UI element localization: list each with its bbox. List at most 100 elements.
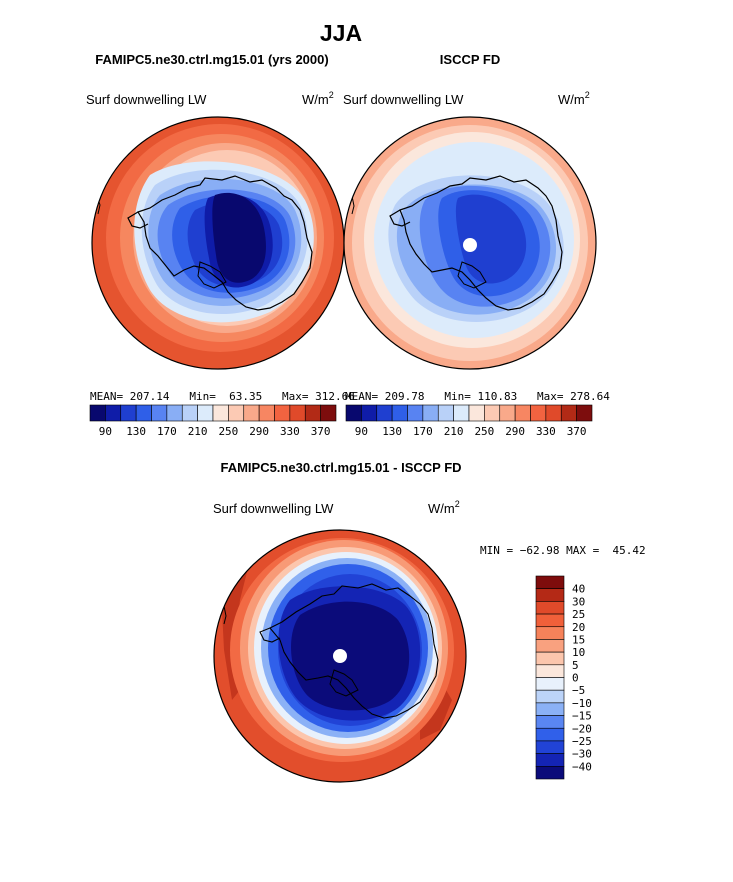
panel-2-colorbar-swatch — [361, 404, 378, 422]
map-2-south-america-coastline — [351, 195, 355, 215]
diff-colorbar-swatch — [535, 664, 565, 678]
diff-colorbar-swatch — [535, 727, 565, 742]
panel-1-variable-label: Surf downwelling LW — [86, 92, 207, 107]
diff-colorbar-tick-label: 10 — [572, 646, 585, 659]
panel-1-colorbar: 90 130 170 210 250 290 330 370 — [89, 404, 337, 438]
map-2-antarctica-coastline — [399, 175, 563, 311]
panel-1-colorbar-swatch — [243, 404, 260, 422]
panel-1-units-base: W/m — [302, 92, 329, 107]
panel-1-colorbar-swatch — [304, 404, 321, 422]
panel-1-colorbar-swatch — [135, 404, 152, 422]
map-1-band — [212, 192, 266, 283]
panel-2-colorbar-tick-label: 90 — [355, 425, 368, 438]
panel-2-colorbar-tick-label: 250 — [474, 425, 494, 438]
panel-2-colorbar-tick-label: 290 — [505, 425, 525, 438]
panel-1-colorbar-swatch — [151, 404, 168, 422]
diff-colorbar-tick-label: −10 — [572, 697, 592, 710]
diff-colorbar-tick-label: 15 — [572, 633, 585, 646]
diff-stats: MIN = −62.98 MAX = 45.42 — [480, 544, 646, 557]
panel-2-colorbar-swatch — [453, 404, 470, 422]
diff-colorbar-tick-label: 0 — [572, 672, 579, 685]
panel-1-colorbar-swatch — [228, 404, 245, 422]
panel-2-units-exp: 2 — [585, 90, 590, 100]
panel-2-colorbar-tick-label: 130 — [382, 425, 402, 438]
panel-1-colorbar-tick-label: 130 — [126, 425, 146, 438]
panel-2-colorbar-swatch — [422, 404, 439, 422]
diff-title: FAMIPC5.ne30.ctrl.mg15.01 - ISCCP FD — [220, 460, 461, 475]
diff-colorbar-swatch — [535, 715, 565, 729]
panel-2-colorbar-tick-label: 370 — [567, 425, 587, 438]
map-1-ice-shelf-coastline — [197, 261, 227, 289]
panel-2-units: W/m2 — [558, 90, 590, 107]
panel-2-colorbar-swatch — [376, 404, 393, 422]
map-2-peninsula-coastline — [389, 209, 411, 227]
panel-2-stats: MEAN= 209.78 Min= 110.83 Max= 278.64 — [345, 390, 610, 403]
diff-colorbar-swatch — [535, 766, 565, 780]
panel-2-colorbar-tick-label: 330 — [536, 425, 556, 438]
panel-1-units-exp: 2 — [329, 90, 334, 100]
panel-2-colorbar-tick-label: 170 — [413, 425, 433, 438]
panel-1-colorbar-swatch — [89, 404, 106, 422]
map-3-border — [213, 529, 467, 783]
diff-colorbar-tick-label: −40 — [572, 760, 592, 773]
panel-1-units: W/m2 — [302, 90, 334, 107]
diff-colorbar-tick-label: 30 — [572, 595, 585, 608]
diff-colorbar-tick-label: 5 — [572, 659, 579, 672]
panel-1-colorbar-tick-label: 370 — [311, 425, 331, 438]
map-1-peninsula-coastline — [127, 211, 149, 229]
panel-2-colorbar: 90 130 170 210 250 290 330 370 — [345, 404, 593, 438]
panel-2-colorbar-swatch — [545, 404, 562, 422]
diff-colorbar-swatch — [535, 575, 565, 589]
panel-1-colorbar-tick-label: 210 — [188, 425, 208, 438]
panel-1-colorbar-swatch — [181, 404, 198, 422]
map-2-pole-missing-data — [463, 238, 477, 252]
panel-1-colorbar-swatch — [320, 404, 337, 422]
map-1 — [91, 116, 345, 370]
diff-colorbar-tick-label: 20 — [572, 621, 585, 634]
diff-colorbar-swatch — [535, 626, 565, 640]
panel-1-colorbar-swatch — [105, 404, 122, 422]
map-2-ice-shelf-coastline — [457, 261, 487, 289]
panel-1-colorbar-tick-label: 250 — [218, 425, 238, 438]
panel-2-units-base: W/m — [558, 92, 585, 107]
panel-1-colorbar-tick-label: 90 — [99, 425, 112, 438]
diff-colorbar-swatch — [535, 689, 565, 704]
diff-colorbar-swatch — [535, 677, 565, 691]
panel-1-colorbar-swatch — [197, 404, 214, 422]
diff-colorbar-swatch — [535, 702, 565, 716]
page-title: JJA — [320, 20, 362, 46]
diff-colorbar-swatch — [535, 588, 565, 602]
diff-colorbar-swatch — [535, 753, 565, 767]
panel-2-colorbar-swatch — [391, 404, 408, 422]
diff-colorbar-swatch — [535, 639, 565, 653]
panel-2-colorbar-swatch — [560, 404, 577, 422]
panel-1-colorbar-swatch — [120, 404, 137, 422]
map-2 — [343, 116, 597, 370]
panel-1-stats: MEAN= 207.14 Min= 63.35 Max= 312.66 — [90, 390, 355, 403]
diff-units-exp: 2 — [455, 499, 460, 509]
map-3-antarctica-coastline — [269, 583, 439, 719]
diff-colorbar-tick-label: 25 — [572, 608, 585, 621]
diff-units: W/m2 — [428, 499, 460, 516]
diff-colorbar-tick-label: 40 — [572, 583, 585, 596]
panel-2-colorbar-swatch — [514, 404, 531, 422]
panel-1-colorbar-swatch — [289, 404, 306, 422]
panel-2-colorbar-swatch — [484, 404, 501, 422]
panel-1-colorbar-tick-label: 170 — [157, 425, 177, 438]
diff-colorbar-tick-label: −25 — [572, 735, 592, 748]
map-3-ice-shelf-coastline — [329, 669, 359, 697]
diff-colorbar-swatch — [535, 613, 565, 628]
map-2-border — [343, 116, 597, 370]
panel-1-colorbar-tick-label: 290 — [249, 425, 269, 438]
panel-1-colorbar-swatch — [258, 404, 275, 422]
diff-colorbar-tick-label: −5 — [572, 684, 585, 697]
panel-2-colorbar-swatch — [345, 404, 362, 422]
map-3-band — [291, 601, 410, 711]
panel-2-colorbar-swatch — [499, 404, 516, 422]
panel-2-colorbar-swatch — [437, 404, 454, 422]
diff-variable-label: Surf downwelling LW — [213, 501, 334, 516]
map-2-band — [455, 194, 527, 284]
panel-2-colorbar-swatch — [530, 404, 547, 422]
map-3-pole-missing-data — [333, 649, 347, 663]
